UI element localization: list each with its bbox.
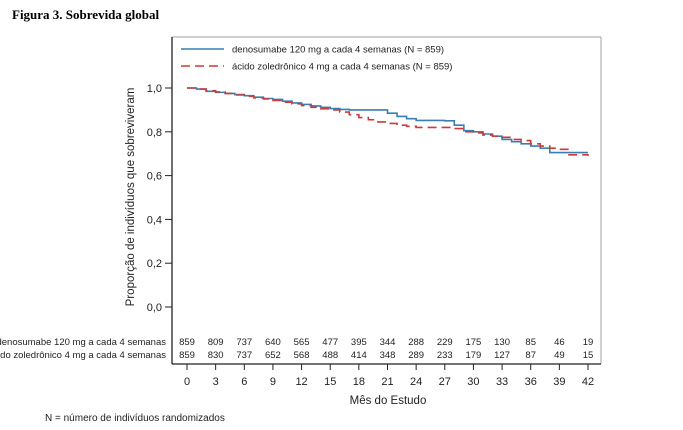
at-risk-value: 859	[179, 337, 195, 348]
x-tick-label: 30	[467, 376, 479, 388]
at-risk-value: 652	[265, 350, 281, 361]
y-axis: 0,0 0,2 0,4 0,6 0,8 1,0	[147, 83, 172, 314]
at-risk-value: 395	[351, 337, 367, 348]
at-risk-value: 49	[554, 350, 565, 361]
legend-label-zoledronic: ácido zoledrônico 4 mg a cada 4 semanas …	[232, 62, 452, 73]
at-risk-value: 85	[525, 337, 536, 348]
legend-label-denosumab: denosumabe 120 mg a cada 4 semanas (N = …	[232, 45, 444, 56]
at-risk-value: 233	[437, 350, 453, 361]
x-tick-label: 33	[496, 376, 508, 388]
at-risk-value: 414	[351, 350, 367, 361]
at-risk-value: 344	[380, 337, 396, 348]
at-risk-value: 19	[583, 337, 594, 348]
at-risk-value: 859	[179, 350, 195, 361]
y-tick-label: 0,4	[147, 214, 162, 226]
curves	[187, 87, 589, 156]
x-tick-label: 39	[553, 376, 565, 388]
x-tick-label: 18	[353, 376, 365, 388]
at-risk-value: 289	[408, 350, 424, 361]
figure-title: Figura 3. Sobrevida global	[12, 7, 160, 22]
at-risk-value: 288	[408, 337, 424, 348]
at-risk-value: 46	[554, 337, 565, 348]
x-tick-label: 0	[184, 376, 190, 388]
x-tick-label: 15	[324, 376, 336, 388]
at-risk-row-label: denosumabe 120 mg a cada 4 semanas	[0, 337, 166, 348]
plot-frame	[171, 36, 602, 365]
x-axis-title: Mês do Estudo	[350, 395, 427, 407]
x-tick-label: 3	[213, 376, 219, 388]
at-risk-value: 87	[525, 350, 536, 361]
at-risk-value: 830	[208, 350, 224, 361]
at-risk-value: 348	[380, 350, 396, 361]
x-tick-label: 6	[241, 376, 247, 388]
x-tick-label: 9	[270, 376, 276, 388]
footnote: N = número de indivíduos randomizados	[45, 413, 225, 424]
at-risk-value: 179	[465, 350, 481, 361]
at-risk-value: 127	[494, 350, 510, 361]
at-risk-value: 175	[465, 337, 481, 348]
y-tick-label: 1,0	[147, 83, 162, 95]
zoledronic-curve	[187, 87, 589, 156]
y-tick-label: 0,0	[147, 302, 162, 314]
y-axis-title: Proporção de indivíduos que sobreviveram	[125, 88, 137, 307]
x-axis: 0 3 6 9 12 15 18 21 24 27 30 33 36 39 42	[184, 364, 594, 388]
x-tick-label: 21	[381, 376, 393, 388]
x-tick-label: 42	[582, 376, 594, 388]
at-risk-value: 15	[583, 350, 594, 361]
at-risk-value: 477	[322, 337, 338, 348]
at-risk-value: 229	[437, 337, 453, 348]
denosumab-curve	[187, 87, 588, 154]
at-risk-value: 568	[294, 350, 310, 361]
at-risk-value: 565	[294, 337, 310, 348]
x-tick-label: 27	[439, 376, 451, 388]
at-risk-value: 488	[322, 350, 338, 361]
at-risk-value: 640	[265, 337, 281, 348]
x-tick-label: 24	[410, 376, 422, 388]
y-tick-label: 0,2	[147, 258, 162, 270]
legend: denosumabe 120 mg a cada 4 semanas (N = …	[181, 45, 452, 73]
x-tick-label: 36	[525, 376, 537, 388]
y-tick-label: 0,6	[147, 171, 162, 183]
at-risk-row-label: ácido zoledrônico 4 mg a cada 4 semanas	[0, 350, 166, 361]
at-risk-value: 737	[236, 337, 252, 348]
at-risk-value: 809	[208, 337, 224, 348]
x-tick-label: 12	[295, 376, 307, 388]
at-risk-table: denosumabe 120 mg a cada 4 semanas 859 809…	[0, 337, 593, 361]
at-risk-value: 737	[236, 350, 252, 361]
y-tick-label: 0,8	[147, 127, 162, 139]
at-risk-value: 130	[494, 337, 510, 348]
